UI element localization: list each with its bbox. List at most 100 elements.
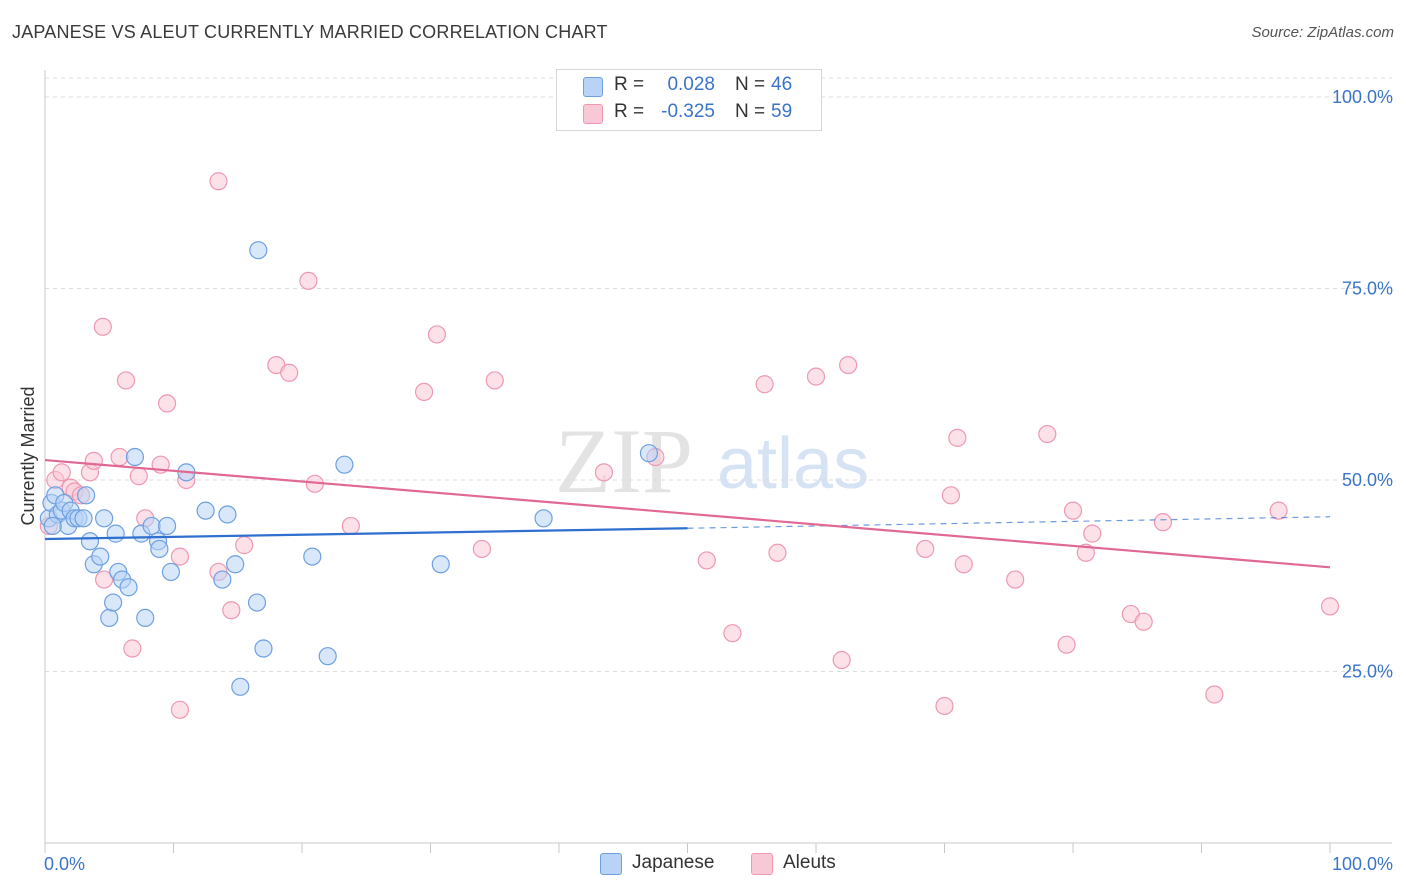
aleut-point (1057, 635, 1076, 654)
aleut-point (170, 547, 190, 566)
y-tick-label: 100.0% (1332, 87, 1393, 107)
japanese-point (213, 570, 232, 589)
japanese-point (119, 578, 138, 597)
aleut-point (1320, 597, 1340, 616)
aleut-point (222, 601, 241, 620)
aleut-point (916, 539, 935, 559)
aleut-point (123, 639, 142, 658)
japanese-point (95, 509, 114, 528)
japanese-point (150, 539, 169, 559)
aleut-point (935, 696, 954, 716)
japanese-n-value: 46 (771, 74, 793, 95)
japanese-point (218, 505, 237, 524)
aleut-point (1153, 513, 1173, 532)
y-tick-label: 75.0% (1342, 279, 1393, 299)
aleut-point (110, 447, 129, 467)
japanese-point (91, 547, 110, 566)
japanese-point (231, 677, 250, 696)
aleut-point (1006, 570, 1025, 589)
japanese-point (161, 562, 181, 582)
aleut-legend-swatch (751, 853, 773, 875)
aleut-point (1083, 524, 1102, 543)
aleut-point (93, 317, 112, 336)
japanese-point (80, 532, 100, 551)
aleut-point (948, 428, 967, 447)
japanese-trend-extension (687, 516, 1331, 529)
japanese-point (247, 593, 267, 612)
japanese-point (249, 241, 268, 260)
watermark-atlas: atlas (717, 424, 869, 504)
source-credit: Source: ZipAtlas.com (1251, 24, 1394, 41)
japanese-point (77, 486, 96, 505)
japanese-point (431, 555, 450, 574)
japanese-point (125, 447, 145, 467)
x-tick-label: 0.0% (44, 854, 85, 874)
japanese-point (196, 501, 215, 520)
y-axis-label: Currently Married (18, 386, 38, 525)
aleut-point (697, 551, 716, 570)
japanese-point (318, 647, 337, 666)
aleut-point (1063, 501, 1083, 520)
aleut-point (768, 543, 787, 562)
japanese-point (136, 608, 155, 627)
aleut-point (280, 363, 299, 382)
r-label: R = (614, 101, 645, 122)
aleut-point (299, 271, 318, 290)
japanese-trend-line (44, 527, 688, 541)
aleut-point (832, 650, 851, 670)
japanese-point (534, 509, 553, 528)
data-points (39, 172, 1340, 719)
legend-row-aleuts: R = -0.325 N = 59 (557, 101, 821, 127)
aleut-point (1038, 424, 1057, 444)
japanese-point (254, 639, 273, 658)
aleut-point (941, 486, 961, 505)
japanese-point (335, 455, 354, 474)
japanese-swatch (583, 77, 603, 97)
legend-item-aleuts: Aleuts (751, 852, 861, 876)
y-tick-label: 50.0% (1342, 470, 1393, 490)
japanese-point (104, 593, 123, 612)
aleut-point (129, 467, 148, 486)
aleut-point (209, 172, 228, 191)
aleut-point (594, 463, 614, 482)
n-label: N = (735, 74, 766, 95)
aleut-point (755, 375, 774, 394)
aleut-point (116, 371, 136, 390)
legend-item-japanese: Japanese (600, 852, 740, 876)
aleut-n-value: 59 (771, 101, 793, 122)
aleut-trend-line (44, 458, 1331, 569)
japanese-legend-label: Japanese (632, 852, 715, 873)
aleut-point (235, 536, 254, 555)
r-label: R = (614, 74, 645, 95)
japanese-r-value: 0.028 (667, 74, 715, 95)
japanese-point (43, 516, 62, 536)
japanese-point (106, 524, 125, 543)
japanese-point (639, 444, 659, 463)
aleut-point (84, 451, 103, 470)
aleut-point (1205, 685, 1224, 704)
aleut-point (1269, 501, 1288, 520)
japanese-point (226, 555, 245, 574)
japanese-point (74, 509, 93, 528)
watermark-zip: ZIP (555, 410, 693, 512)
japanese-legend-swatch (600, 853, 622, 875)
aleut-point (414, 382, 434, 402)
aleut-point (1134, 612, 1153, 631)
x-tick-label: 100.0% (1332, 854, 1393, 874)
aleut-r-value: -0.325 (661, 101, 715, 122)
aleut-point (839, 356, 858, 375)
aleut-legend-label: Aleuts (783, 852, 836, 873)
aleut-point (341, 516, 360, 536)
aleut-point (806, 367, 826, 386)
japanese-point (157, 516, 177, 536)
japanese-point (142, 516, 161, 536)
aleut-swatch (583, 104, 603, 124)
y-tick-label: 25.0% (1342, 662, 1393, 682)
japanese-point (303, 547, 322, 566)
aleut-point (427, 325, 447, 344)
aleut-point (485, 371, 504, 390)
chart-title: JAPANESE VS ALEUT CURRENTLY MARRIED CORR… (12, 22, 608, 42)
aleut-point (472, 539, 491, 559)
n-label: N = (735, 101, 766, 122)
